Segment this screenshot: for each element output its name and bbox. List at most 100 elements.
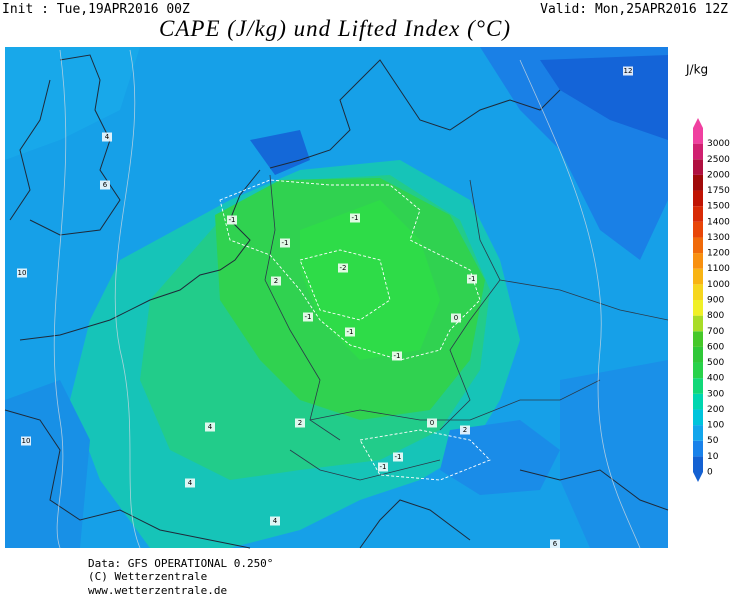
colorbar-swatch bbox=[693, 253, 703, 269]
contour-label: -1 bbox=[229, 216, 236, 224]
border bbox=[289, 449, 441, 481]
colorbar-tip bbox=[693, 118, 703, 128]
footer-copyright: (C) Wetterzentrale bbox=[88, 570, 207, 583]
borders bbox=[264, 174, 669, 481]
li-contour bbox=[299, 249, 391, 321]
map-title: CAPE (J/kg) und Lifted Index (°C) bbox=[159, 16, 511, 41]
contour-label-box bbox=[102, 132, 112, 142]
border bbox=[499, 279, 669, 321]
colorbar-label: 1400 bbox=[707, 217, 730, 227]
colorbar-swatch bbox=[693, 143, 703, 160]
colorbar-swatch bbox=[693, 206, 703, 222]
field-region bbox=[250, 130, 310, 175]
contour-label: 2 bbox=[463, 426, 467, 434]
field-region bbox=[540, 55, 668, 140]
lifted-index-contours bbox=[219, 179, 491, 481]
colorbar-tip bbox=[693, 472, 703, 482]
contour-label-box bbox=[270, 516, 280, 526]
contour-label-box bbox=[550, 539, 560, 549]
colorbar-label: 2000 bbox=[707, 170, 730, 180]
contour-label: -1 bbox=[380, 463, 387, 471]
colorbar-label: 50 bbox=[707, 436, 719, 446]
colorbar-label: 800 bbox=[707, 311, 724, 321]
contour-label: 2 bbox=[274, 277, 278, 285]
contour-labels: 12 4 6 -1 -1 -2 -1 -1 -1 -1 0 -1 10 2 10 4 2 0 -1 -1 2 4 4 6 bbox=[17, 66, 633, 549]
border bbox=[309, 379, 601, 421]
colorbar-label: 3000 bbox=[707, 139, 730, 149]
colorbar-swatch bbox=[693, 315, 703, 332]
coastline bbox=[269, 59, 561, 169]
contour-label: -1 bbox=[394, 352, 401, 360]
colorbar-swatch bbox=[693, 425, 703, 441]
colorbar-swatch bbox=[693, 268, 703, 285]
contour-label: 6 bbox=[103, 181, 108, 189]
colorbar-swatch bbox=[693, 221, 703, 238]
contour-label-box bbox=[205, 422, 215, 432]
colorbar-label: 1500 bbox=[707, 202, 730, 212]
isolines bbox=[53, 49, 641, 549]
contour-label-box bbox=[350, 213, 360, 223]
valid-time: Valid: Mon,25APR2016 12Z bbox=[540, 2, 728, 17]
contour-label: 12 bbox=[624, 67, 633, 75]
colorbar-swatch bbox=[693, 174, 703, 191]
coastline bbox=[519, 469, 669, 511]
contour-label-box bbox=[303, 312, 313, 322]
border bbox=[439, 179, 501, 431]
colorbar-swatch bbox=[693, 440, 703, 457]
colorbar-swatch bbox=[693, 409, 703, 426]
colorbar-swatch bbox=[693, 331, 703, 347]
footer-data: Data: GFS OPERATIONAL 0.250° bbox=[88, 557, 273, 570]
coastline bbox=[29, 54, 121, 236]
colorbar-label: 0 bbox=[707, 468, 713, 478]
isoline bbox=[519, 59, 641, 549]
colorbar-label: 700 bbox=[707, 327, 724, 337]
contour-label-box bbox=[460, 425, 470, 435]
contour-label: 10 bbox=[18, 269, 27, 277]
contour-label: 4 bbox=[208, 423, 213, 431]
colorbar-label: 100 bbox=[707, 421, 724, 431]
colorbar-swatch bbox=[693, 300, 703, 316]
contour-label: 4 bbox=[188, 479, 193, 487]
contour-label: -1 bbox=[352, 214, 359, 222]
contour-label: -1 bbox=[347, 328, 354, 336]
coastline bbox=[9, 79, 51, 221]
colorbar-label: 200 bbox=[707, 405, 724, 415]
contour-label: 6 bbox=[553, 540, 558, 548]
colorbar-swatch bbox=[693, 362, 703, 379]
colorbar-label: 1000 bbox=[707, 280, 730, 290]
contour-label-box bbox=[427, 418, 437, 428]
colorbar-label: 500 bbox=[707, 358, 724, 368]
contour-label: -2 bbox=[340, 264, 347, 272]
contour-label: 0 bbox=[430, 419, 434, 427]
contour-label-box bbox=[467, 274, 477, 284]
contour-label-box bbox=[271, 276, 281, 286]
isoline bbox=[114, 49, 141, 549]
field-region bbox=[560, 360, 668, 548]
contour-label: 4 bbox=[105, 133, 110, 141]
coastline bbox=[4, 409, 251, 549]
field-region bbox=[5, 380, 90, 548]
contour-label-box bbox=[17, 268, 27, 278]
colorbar-label: 1750 bbox=[707, 186, 730, 196]
coastline bbox=[359, 499, 471, 549]
contour-label-box bbox=[392, 351, 402, 361]
contour-label-box bbox=[100, 180, 110, 190]
contour-label: 10 bbox=[22, 437, 31, 445]
colorbar: 0 10 50 100 200 300 400 500 600 700 800 900 1000 1100… bbox=[693, 118, 730, 482]
colorbar-label: 2500 bbox=[707, 155, 730, 165]
colorbar-label: 1300 bbox=[707, 233, 730, 243]
colorbar-unit: J/kg bbox=[685, 63, 708, 77]
contour-label-box bbox=[623, 66, 633, 76]
colorbar-label: 1100 bbox=[707, 264, 730, 274]
contour-label: 2 bbox=[298, 419, 302, 427]
colorbar-swatch bbox=[693, 378, 703, 394]
contour-label: -1 bbox=[395, 453, 402, 461]
field-region bbox=[5, 47, 140, 160]
contour-label: 4 bbox=[273, 517, 278, 525]
contour-label-box bbox=[451, 313, 461, 323]
colorbar-swatch bbox=[693, 237, 703, 254]
field-region bbox=[440, 420, 560, 495]
colorbar-swatch bbox=[693, 190, 703, 207]
contour-label: -1 bbox=[305, 313, 312, 321]
